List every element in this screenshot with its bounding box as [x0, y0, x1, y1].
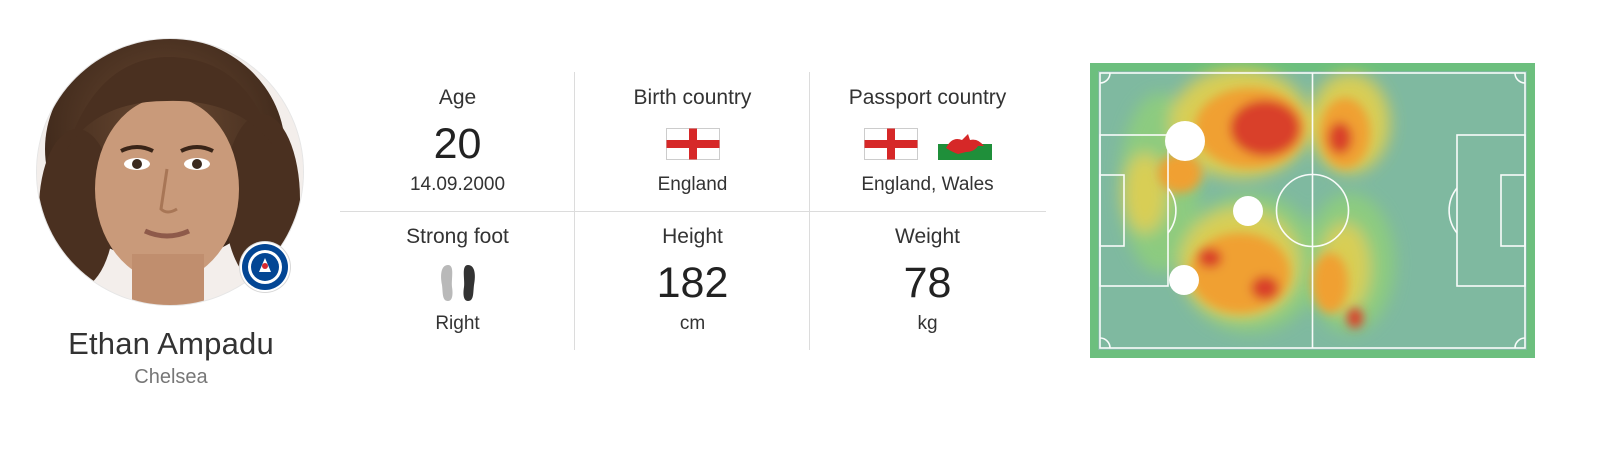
club-name: Chelsea: [134, 366, 208, 388]
wales-flag-icon: [937, 128, 992, 160]
age-value: 20: [433, 120, 482, 168]
feet-icon: [340, 261, 575, 305]
birth-country-cell: Birth country England: [575, 72, 810, 211]
birth-country-value: England: [657, 174, 728, 195]
birth-country-flags: [575, 128, 810, 160]
england-flag-icon: [863, 128, 918, 160]
strong-foot-value: Right: [435, 313, 480, 334]
height-cell: Height 182 cm: [575, 211, 810, 350]
height-label: Height: [662, 225, 723, 248]
age-cell: Age 20 14.09.2000: [340, 72, 575, 211]
date-of-birth: 14.09.2000: [409, 174, 506, 195]
age-label: Age: [438, 86, 477, 109]
position-heatmap: [1090, 63, 1535, 358]
row-divider: [340, 211, 1046, 212]
passport-country-flags: [810, 128, 1045, 160]
height-unit: cm: [679, 313, 706, 334]
height-value: 182: [656, 259, 729, 307]
chelsea-badge-icon: [240, 242, 290, 292]
strong-foot-cell: Strong foot Right: [340, 211, 575, 350]
weight-cell: Weight 78 kg: [810, 211, 1045, 350]
passport-country-value: England, Wales: [861, 174, 994, 195]
player-stats-grid: Age 20 14.09.2000 Birth country England …: [340, 72, 1046, 350]
player-name: Ethan Ampadu: [68, 326, 274, 361]
passport-country-cell: Passport country England, Wales: [810, 72, 1045, 211]
strong-foot-label: Strong foot: [406, 225, 509, 248]
passport-country-label: Passport country: [848, 86, 1007, 109]
england-flag-icon: [665, 128, 720, 160]
weight-unit: kg: [917, 313, 938, 334]
birth-country-label: Birth country: [633, 86, 752, 109]
weight-value: 78: [903, 259, 952, 307]
weight-label: Weight: [895, 225, 960, 248]
